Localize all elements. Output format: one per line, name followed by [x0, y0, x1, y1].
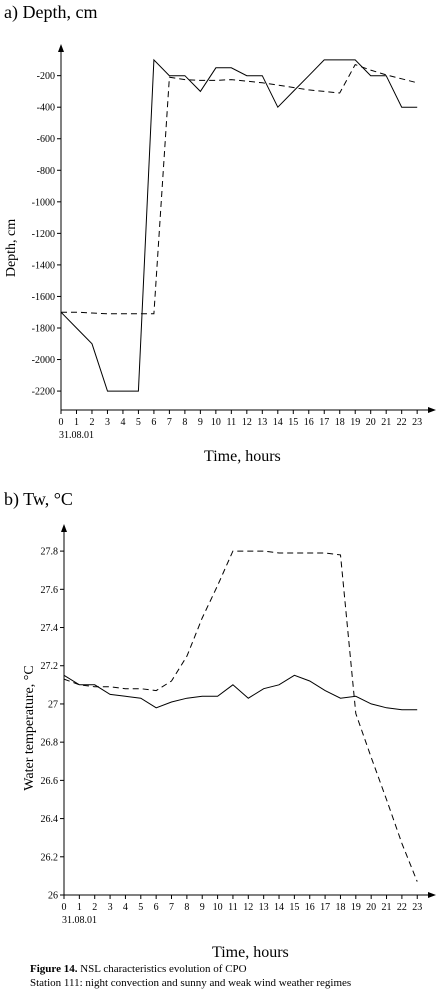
- y-tick-label: -400: [37, 103, 55, 114]
- x-tick-label: 5: [138, 902, 143, 913]
- x-tick-label: 21: [382, 902, 392, 913]
- caption-title: NSL characteristics evolution of CPO: [77, 963, 247, 975]
- x-tick-label: 19: [351, 902, 361, 913]
- x-tick-label: 7: [169, 902, 174, 913]
- x-tick-label: 16: [304, 417, 314, 428]
- x-tick-label: 13: [257, 417, 267, 428]
- date-label: 31.08.01: [62, 915, 97, 926]
- y-tick-label: -1800: [32, 323, 55, 334]
- y-tick-label: 27.8: [41, 547, 59, 558]
- caption-label: Figure 14.: [30, 963, 78, 975]
- x-tick-label: 11: [228, 902, 238, 913]
- y-tick-label: -200: [37, 71, 55, 82]
- date-label: 31.08.01: [59, 430, 94, 441]
- x-tick-label: 9: [200, 902, 205, 913]
- panel-a-xlabel: Time, hours: [204, 448, 281, 465]
- series-line-solid: [60, 58, 418, 392]
- x-axis-arrow: [428, 407, 436, 413]
- x-tick-label: 6: [151, 417, 156, 428]
- x-tick-label: 2: [92, 902, 97, 913]
- panel-b-xlabel: Time, hours: [212, 944, 289, 961]
- x-tick-label: 11: [227, 417, 237, 428]
- x-tick-label: 1: [74, 417, 79, 428]
- x-tick-label: 22: [397, 417, 407, 428]
- y-tick-label: 26.8: [41, 738, 59, 749]
- depth-chart: -200 -400 -600 -800 -1000 -1200 -1400 -1600 -180…: [32, 44, 436, 441]
- x-tick-label: 10: [211, 417, 221, 428]
- y-tick-label: -2200: [32, 387, 55, 398]
- x-tick-label: 3: [105, 417, 110, 428]
- y-tick-label: -1200: [32, 229, 55, 240]
- series-line-dashed: [61, 63, 418, 315]
- series-line-dashed: [63, 550, 418, 882]
- y-tick-label: -600: [37, 134, 55, 145]
- x-tick-label: 1: [77, 902, 82, 913]
- x-tick-label: 21: [381, 417, 391, 428]
- x-tick-label: 18: [335, 902, 345, 913]
- x-tick-label: 0: [62, 902, 67, 913]
- x-tick-label: 20: [366, 417, 376, 428]
- y-tick-label: -1400: [32, 260, 55, 271]
- y-tick-label: -1600: [32, 292, 55, 303]
- x-tick-label: 6: [154, 902, 159, 913]
- x-tick-label: 4: [120, 417, 125, 428]
- x-tick-label: 20: [366, 902, 376, 913]
- x-tick-label: 15: [289, 902, 299, 913]
- y-tick-label: 27.2: [41, 661, 59, 672]
- y-tick-label: 26.2: [41, 852, 59, 863]
- x-tick-label: 13: [259, 902, 269, 913]
- y-tick-label: -1000: [32, 197, 55, 208]
- x-tick-label: 18: [335, 417, 345, 428]
- x-tick-label: 8: [184, 902, 189, 913]
- x-tick-label: 3: [108, 902, 113, 913]
- y-tick-label: -800: [37, 166, 55, 177]
- x-tick-label: 22: [397, 902, 407, 913]
- caption-line-2: Station 111: night convection and sunny …: [30, 977, 352, 989]
- y-axis-arrow: [61, 524, 67, 532]
- x-tick-label: 23: [412, 417, 422, 428]
- y-tick-label: 26: [48, 891, 58, 902]
- x-tick-label: 8: [182, 417, 187, 428]
- x-tick-label: 10: [213, 902, 223, 913]
- y-axis-arrow: [58, 44, 64, 52]
- x-tick-label: 2: [89, 417, 94, 428]
- y-tick-label: 27.6: [41, 585, 59, 596]
- y-tick-label: -2000: [32, 355, 55, 366]
- y-tick-label: 26.4: [41, 814, 59, 825]
- panel-a-title: a) Depth, cm: [4, 2, 98, 22]
- x-tick-label: 12: [243, 902, 253, 913]
- x-tick-label: 15: [288, 417, 298, 428]
- series-line-solid: [63, 674, 418, 711]
- x-tick-label: 14: [273, 417, 283, 428]
- y-tick-label: 27: [48, 699, 58, 710]
- x-tick-label: 0: [59, 417, 64, 428]
- x-axis-arrow: [428, 892, 436, 898]
- x-tick-label: 12: [242, 417, 252, 428]
- x-tick-label: 17: [320, 902, 330, 913]
- figure-caption: Figure 14. NSL characteristics evolution…: [30, 963, 247, 975]
- x-tick-label: 7: [167, 417, 172, 428]
- x-tick-label: 14: [274, 902, 284, 913]
- y-tick-label: 27.4: [41, 623, 59, 634]
- y-tick-label: 26.6: [41, 776, 59, 787]
- x-tick-label: 4: [123, 902, 128, 913]
- x-tick-label: 9: [198, 417, 203, 428]
- panel-b-title: b) Tw, °C: [4, 489, 73, 509]
- x-tick-label: 17: [319, 417, 329, 428]
- x-tick-label: 16: [305, 902, 315, 913]
- x-tick-label: 19: [350, 417, 360, 428]
- x-tick-label: 5: [136, 417, 141, 428]
- x-tick-label: 23: [412, 902, 422, 913]
